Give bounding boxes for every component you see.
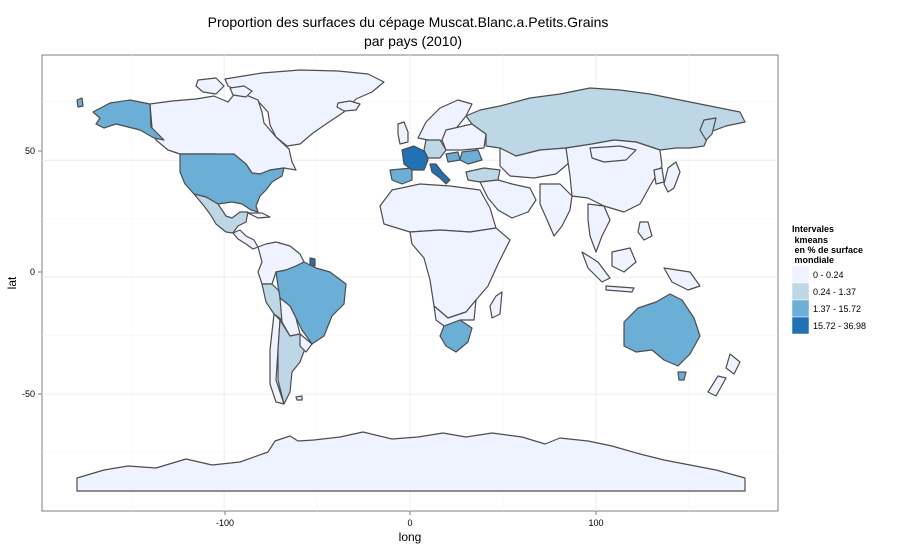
country-mexico — [193, 193, 249, 234]
legend-label: 0.24 - 1.37 — [813, 287, 856, 297]
island-arctic-2 — [229, 85, 253, 98]
region-kamchatka — [699, 117, 717, 141]
country-new-zealand-south — [707, 375, 727, 397]
y-tick-label: 0 — [30, 267, 35, 277]
country-java — [605, 285, 635, 293]
chart-subtitle: par pays (2010) — [364, 33, 462, 49]
country-madagascar — [489, 291, 503, 319]
y-axis-title: lat — [5, 276, 19, 289]
country-australia — [623, 293, 701, 367]
country-uruguay — [299, 333, 313, 353]
country-china — [565, 139, 663, 213]
country-france — [401, 145, 429, 171]
legend-title-line: kmeans — [792, 235, 828, 245]
country-north-africa — [379, 183, 497, 233]
y-tick-label: -50 — [22, 389, 35, 399]
country-germany — [423, 139, 447, 159]
land-layer — [76, 69, 746, 492]
y-tick-label: 50 — [25, 146, 35, 156]
legend-label: 0 - 0.24 — [813, 270, 844, 280]
country-spain — [389, 167, 413, 185]
x-tick-label: 0 — [407, 518, 412, 528]
legend-key — [791, 282, 810, 301]
country-hungary — [445, 151, 461, 163]
country-south-africa — [439, 319, 473, 353]
country-cuba — [247, 212, 271, 219]
country-italy — [429, 163, 451, 185]
island-aleutian — [76, 97, 84, 108]
country-new-zealand — [725, 353, 741, 375]
country-middle-east — [479, 179, 537, 219]
country-argentina — [277, 319, 307, 405]
island-falklands — [295, 395, 303, 401]
country-romania — [459, 149, 483, 165]
country-iceland — [336, 100, 361, 112]
country-borneo — [611, 247, 637, 273]
x-axis-title: long — [399, 530, 422, 544]
legend-label: 1.37 - 15.72 — [813, 304, 861, 314]
legend-key — [791, 265, 810, 284]
legend-title-line: en % de surface — [792, 245, 863, 255]
legend-title-line: Intervales — [792, 224, 834, 234]
legend-key — [791, 299, 810, 318]
axes: -100 0 100 50 0 -50 long lat — [5, 146, 604, 544]
country-tasmania — [677, 371, 687, 381]
country-french-guiana — [309, 257, 316, 267]
x-tick-label: 100 — [588, 518, 603, 528]
country-india — [539, 183, 573, 237]
legend-label: 15.72 - 36.98 — [813, 321, 866, 331]
country-central-asia — [499, 147, 571, 179]
country-antarctica — [76, 431, 746, 492]
country-mongolia — [589, 145, 637, 163]
island-arctic-1 — [195, 77, 225, 95]
x-tick-label: -100 — [216, 518, 234, 528]
country-philippines — [637, 221, 653, 241]
country-sumatra — [581, 251, 611, 283]
legend: Intervales kmeans en % de surface mondia… — [791, 224, 866, 335]
country-korea — [653, 167, 665, 185]
legend-key — [791, 316, 810, 335]
country-uk — [397, 121, 409, 145]
country-new-guinea — [663, 267, 701, 291]
chart-title: Proportion des surfaces du cépage Muscat… — [208, 14, 609, 30]
country-japan — [663, 161, 681, 193]
country-southeast-asia — [587, 203, 611, 253]
legend-title-line: mondiale — [792, 255, 834, 265]
country-alaska — [92, 99, 165, 141]
country-southern-africa — [433, 299, 477, 327]
